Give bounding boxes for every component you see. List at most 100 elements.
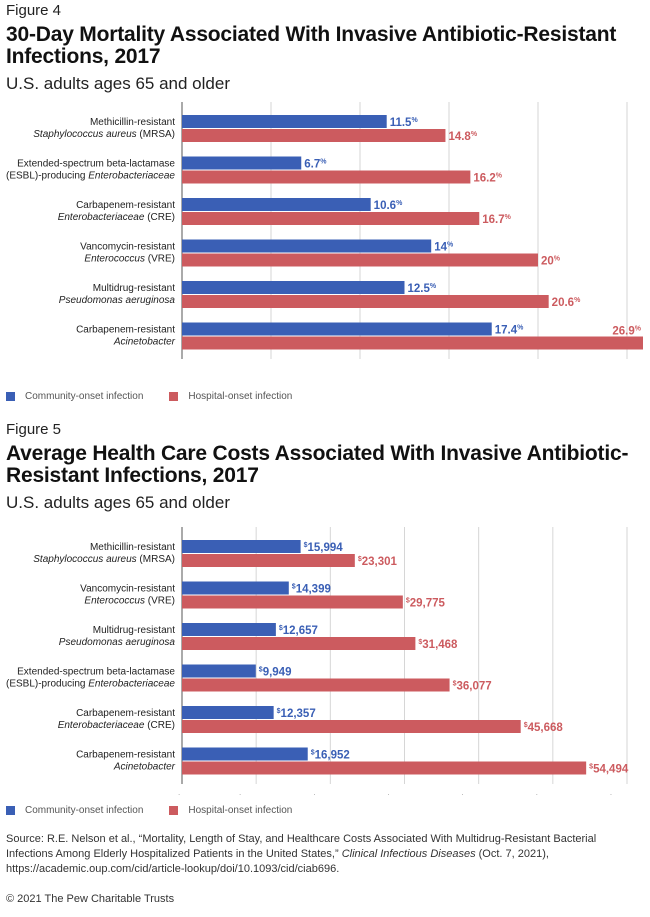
value-label-community: 6.7%	[304, 159, 327, 171]
x-tick-label: $10,000	[237, 793, 275, 795]
source-text: Source: R.E. Nelson et al., “Mortality, …	[6, 833, 597, 860]
value-label-hospital: 20%	[541, 256, 561, 268]
bar-community	[182, 706, 274, 719]
bar-hospital	[182, 595, 403, 609]
category-label: Pseudomonas aeruginosa	[59, 637, 176, 648]
figure-label: Figure 5	[6, 421, 62, 438]
figure-5-header: Figure 5 Average Health Care Costs Assoc…	[6, 421, 646, 513]
source-journal: Clinical Infectious Diseases	[341, 848, 476, 860]
value-label-community: $16,952	[311, 750, 350, 762]
value-label-community: 14%	[434, 242, 454, 254]
x-tick-label: 0%	[174, 368, 189, 370]
bar-hospital	[182, 678, 450, 692]
x-tick-label: 25%	[616, 368, 637, 370]
bar-community	[182, 156, 302, 170]
category-label: Enterobacteriaceae (CRE)	[58, 212, 175, 223]
costs-chart: $0 $10,000 $20,000 $30,000 $40,000 $50,000 $60…	[6, 527, 646, 795]
bar-hospital	[182, 212, 480, 225]
value-label-community: $12,657	[279, 625, 318, 637]
x-tick-label: $60,000	[608, 793, 646, 795]
mortality-chart: 0% 5% 10% 15% 20% 25% Methicillin-resistantSta…	[6, 102, 643, 370]
value-label-community: 10.6%	[374, 200, 403, 212]
bar-community	[182, 664, 256, 678]
source-note: Source: R.E. Nelson et al., “Mortality, …	[6, 832, 636, 877]
figure-title: 30-Day Mortality Associated With Invasiv…	[6, 23, 617, 68]
category-label: Staphylococcus aureus (MRSA)	[33, 129, 175, 140]
value-label-community: $15,994	[304, 542, 344, 554]
bar-community	[182, 239, 432, 253]
value-label-hospital: $54,494	[589, 764, 629, 776]
category-label: Staphylococcus aureus (MRSA)	[33, 554, 175, 565]
value-label-community: $12,357	[277, 708, 316, 720]
costs-legend: Community-onset infection Hospital-onset…	[6, 805, 318, 816]
bar-hospital	[182, 129, 446, 142]
x-tick-label: 10%	[349, 368, 370, 370]
x-tick-label: $0	[176, 793, 188, 795]
legend-item-community: Community-onset infection	[6, 805, 143, 816]
legend-label: Hospital-onset infection	[188, 805, 293, 816]
legend-item-community: Community-onset infection	[6, 391, 143, 402]
x-tick-label: 5%	[263, 368, 278, 370]
category-label: Acinetobacter	[113, 337, 176, 348]
x-tick-label: 20%	[527, 368, 548, 370]
bar-community	[182, 281, 405, 294]
x-tick-label: $50,000	[534, 793, 572, 795]
legend-label: Hospital-onset infection	[188, 391, 293, 402]
category-label: Enterobacteriaceae (CRE)	[58, 720, 175, 731]
category-label: Multidrug-resistant	[93, 283, 175, 294]
legend-swatch-community	[6, 806, 15, 815]
value-label-hospital: 26.9%	[612, 326, 641, 338]
bar-community	[182, 581, 289, 595]
value-label-hospital: $23,301	[358, 556, 398, 568]
bar-hospital	[182, 336, 643, 350]
category-label: (ESBL)-producing Enterobacteriaceae	[6, 679, 175, 690]
legend-swatch-hospital	[169, 806, 179, 815]
legend-item-hospital: Hospital-onset infection	[169, 391, 292, 402]
bar-community	[182, 623, 276, 636]
value-label-community: 17.4%	[495, 325, 524, 337]
legend-swatch-community	[6, 392, 15, 401]
legend-label: Community-onset infection	[25, 391, 144, 402]
legend-item-hospital: Hospital-onset infection	[169, 805, 292, 816]
bar-hospital	[182, 170, 471, 184]
category-label: Multidrug-resistant	[93, 625, 175, 636]
category-label: Methicillin-resistant	[90, 117, 175, 128]
value-label-community: $14,399	[292, 584, 331, 596]
bar-hospital	[182, 637, 416, 650]
category-label: Extended-spectrum beta-lactamase	[17, 667, 175, 678]
value-label-hospital: 16.7%	[482, 214, 511, 226]
figure-4-header: Figure 4 30-Day Mortality Associated Wit…	[6, 2, 646, 94]
category-label: Extended-spectrum beta-lactamase	[17, 159, 175, 170]
category-label: Carbapenem-resistant	[76, 750, 175, 761]
bar-community	[182, 115, 387, 128]
value-label-hospital: 20.6%	[552, 297, 581, 309]
figure-label: Figure 4	[6, 2, 62, 19]
category-label: Enterococcus (VRE)	[84, 254, 175, 265]
bar-community	[182, 747, 308, 761]
bar-community	[182, 198, 371, 211]
category-label: Vancomycin-resistant	[80, 242, 175, 253]
category-label: Carbapenem-resistant	[76, 200, 175, 211]
figure-subtitle: U.S. adults ages 65 and older	[6, 493, 230, 512]
category-label: Methicillin-resistant	[90, 542, 175, 553]
value-label-hospital: $29,775	[406, 598, 446, 610]
x-tick-label: $40,000	[460, 793, 498, 795]
category-label: Enterococcus (VRE)	[84, 596, 175, 607]
x-tick-label: $30,000	[386, 793, 424, 795]
value-label-community: 12.5%	[408, 283, 437, 295]
value-label-hospital: $45,668	[524, 722, 564, 734]
x-tick-label: 15%	[438, 368, 459, 370]
value-label-community: 11.5%	[390, 117, 419, 129]
value-label-hospital: 14.8%	[448, 131, 477, 143]
figure-subtitle: U.S. adults ages 65 and older	[6, 74, 230, 93]
mortality-legend: Community-onset infection Hospital-onset…	[6, 391, 318, 402]
value-label-hospital: $31,468	[418, 639, 458, 651]
category-label: Pseudomonas aeruginosa	[59, 295, 176, 306]
x-tick-label: $20,000	[311, 793, 349, 795]
legend-swatch-hospital	[169, 392, 179, 401]
bar-hospital	[182, 253, 538, 267]
category-label: Carbapenem-resistant	[76, 708, 175, 719]
bar-hospital	[182, 720, 521, 733]
copyright: © 2021 The Pew Charitable Trusts	[6, 893, 175, 905]
category-label: Acinetobacter	[113, 762, 176, 773]
